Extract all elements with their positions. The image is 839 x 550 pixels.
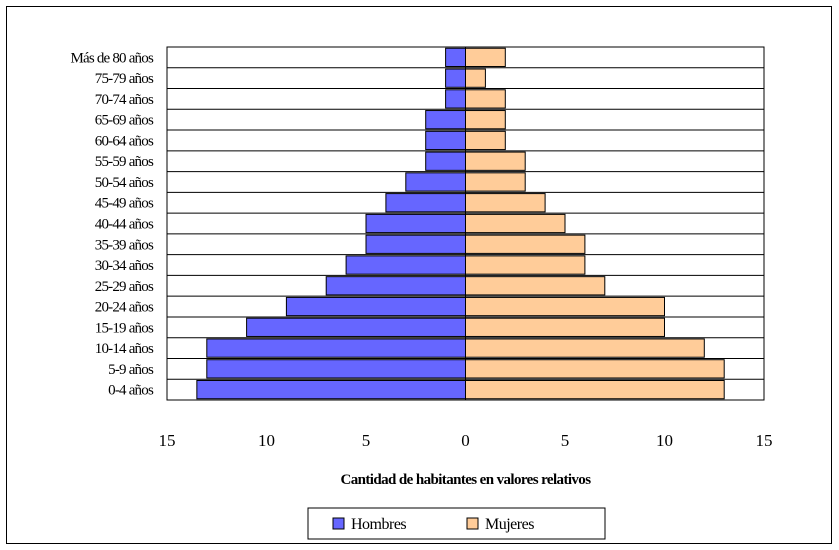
- category-label: 5-9 años: [108, 362, 154, 378]
- bar-mujeres: [465, 130, 506, 151]
- bar-mujeres: [465, 234, 586, 254]
- legend: Hombres Mujeres: [307, 507, 606, 540]
- bar-hombres: [345, 255, 467, 275]
- category-label: 50-54 años: [95, 175, 154, 191]
- x-axis-title: Cantidad de habitantes en valores relati…: [341, 472, 592, 488]
- bar-hombres: [425, 151, 467, 171]
- bar-mujeres: [465, 317, 665, 337]
- x-tick-label: 10: [258, 431, 275, 450]
- legend-label-hombres: Hombres: [351, 516, 406, 533]
- legend-box: [307, 507, 606, 540]
- category-label: 65-69 años: [95, 113, 154, 129]
- category-label: 45-49 años: [95, 196, 154, 212]
- x-tick-label: 15: [756, 431, 773, 450]
- category-label: Más de 80 años: [70, 50, 153, 66]
- x-tick-label: 5: [362, 431, 371, 450]
- bar-hombres: [425, 110, 467, 130]
- bar-mujeres: [465, 151, 526, 171]
- x-tick-label: 15: [159, 431, 176, 450]
- bar-hombres: [246, 317, 466, 337]
- category-label: 25-29 años: [95, 279, 154, 295]
- bar-mujeres: [465, 379, 725, 400]
- bar-hombres: [365, 234, 466, 254]
- category-label: 0-4 años: [108, 383, 154, 399]
- bar-hombres: [196, 379, 466, 400]
- legend-swatch-hombres: [332, 517, 345, 530]
- bar-mujeres: [465, 47, 506, 68]
- x-tick-label: 10: [656, 431, 673, 450]
- bar-hombres: [445, 47, 467, 68]
- bar-mujeres: [465, 68, 486, 88]
- bar-hombres: [285, 296, 466, 317]
- bar-hombres: [425, 130, 467, 151]
- legend-label-mujeres: Mujeres: [485, 516, 534, 533]
- category-label: 35-39 años: [95, 237, 154, 253]
- category-labels: 0-4 años 5-9 años 10-14 años 15-19 años 20-2…: [70, 50, 154, 398]
- category-label: 75-79 años: [95, 71, 154, 87]
- bar-hombres: [445, 68, 467, 88]
- x-tick-labels: 15 10 5 0 5 10 15: [159, 431, 773, 450]
- x-tick-label: 0: [461, 431, 470, 450]
- bars: [196, 47, 725, 400]
- x-tick-label: 5: [561, 431, 570, 450]
- bar-mujeres: [465, 255, 586, 275]
- bar-mujeres: [465, 110, 506, 130]
- category-label: 10-14 años: [95, 341, 154, 357]
- bar-hombres: [445, 89, 467, 109]
- bar-hombres: [206, 359, 467, 379]
- bar-mujeres: [465, 338, 705, 358]
- bar-mujeres: [465, 213, 566, 234]
- bar-mujeres: [465, 296, 665, 317]
- bar-mujeres: [465, 89, 506, 109]
- category-label: 15-19 años: [95, 320, 154, 336]
- category-label: 40-44 años: [95, 217, 154, 233]
- bar-mujeres: [465, 193, 546, 213]
- category-label: 55-59 años: [95, 154, 154, 170]
- bar-mujeres: [465, 359, 725, 379]
- legend-swatch-mujeres: [466, 517, 479, 530]
- bar-hombres: [206, 338, 467, 358]
- category-label: 60-64 años: [95, 133, 154, 149]
- bar-hombres: [405, 172, 466, 192]
- bar-hombres: [325, 276, 467, 296]
- bar-hombres: [365, 213, 466, 234]
- bar-mujeres: [465, 276, 606, 296]
- bar-mujeres: [465, 172, 526, 192]
- category-label: 20-24 años: [95, 300, 154, 316]
- category-label: 70-74 años: [95, 92, 154, 108]
- bar-hombres: [385, 193, 466, 213]
- category-label: 30-34 años: [95, 258, 154, 274]
